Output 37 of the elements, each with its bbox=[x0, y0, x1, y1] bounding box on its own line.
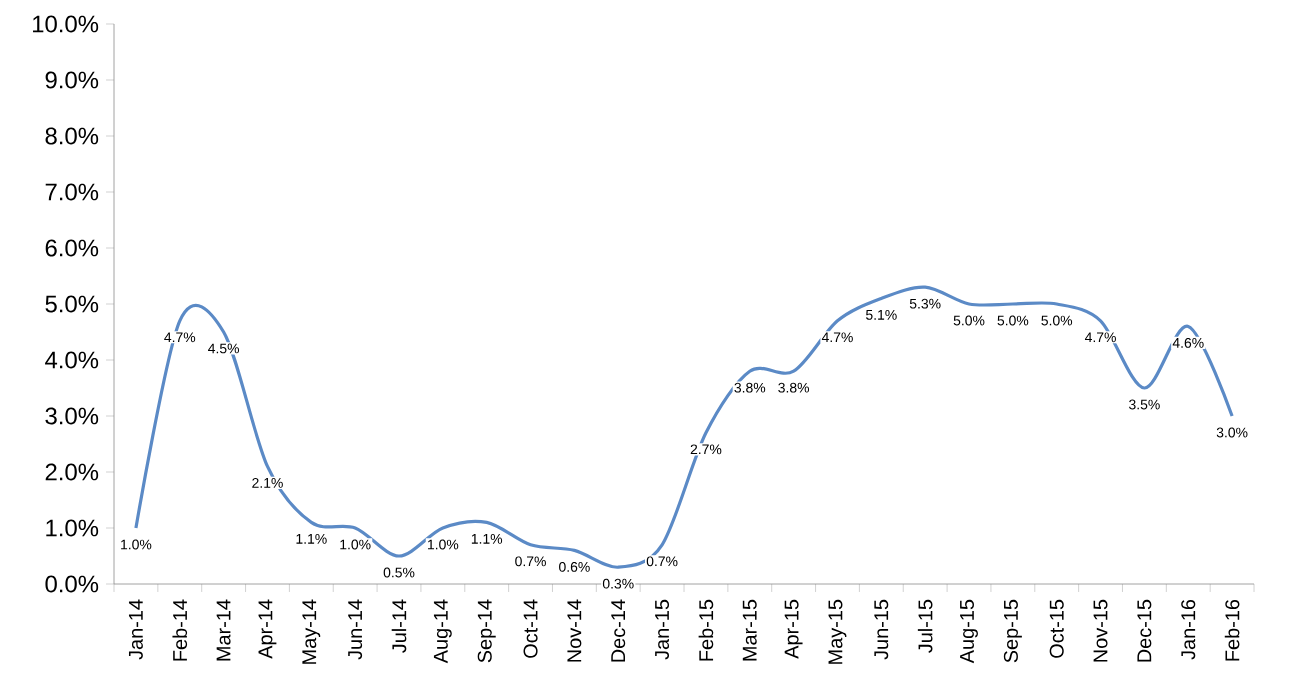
x-tick-label: Apr-15 bbox=[784, 599, 803, 659]
y-tick-label: 8.0% bbox=[45, 127, 99, 145]
y-tick-label: 5.0% bbox=[45, 295, 99, 313]
y-tick-label: 2.0% bbox=[45, 463, 99, 481]
x-tick-label: Feb-14 bbox=[172, 599, 188, 661]
y-tick-label: 3.0% bbox=[45, 407, 99, 425]
y-tick-label: 4.0% bbox=[45, 351, 99, 369]
x-tick-label: Feb-16 bbox=[1224, 599, 1240, 661]
x-tick-label: Oct-14 bbox=[523, 599, 538, 658]
x-tick-label: Jun-15 bbox=[874, 599, 889, 660]
x-tick-label: Jan-15 bbox=[655, 599, 670, 660]
x-tick-label: Aug-15 bbox=[960, 599, 978, 664]
x-tick-label: Jan-16 bbox=[1181, 599, 1196, 660]
y-tick-label: 9.0% bbox=[45, 71, 99, 89]
y-tick-label: 6.0% bbox=[45, 239, 99, 257]
y-tick-label: 1.0% bbox=[46, 519, 99, 537]
x-tick-label: Apr-14 bbox=[258, 599, 277, 659]
x-tick-label: May-15 bbox=[828, 599, 847, 664]
x-tick-label: Dec-14 bbox=[611, 599, 626, 662]
x-tick-label: Mar-15 bbox=[742, 599, 757, 661]
x-tick-label: Mar-14 bbox=[216, 599, 231, 661]
x-tick-label: Jun-14 bbox=[348, 599, 363, 660]
x-tick-label: Sep-14 bbox=[477, 599, 496, 663]
y-tick-label: 0.0% bbox=[45, 575, 99, 593]
x-tick-label: Nov-14 bbox=[567, 599, 582, 662]
y-tick-label: 10.0% bbox=[33, 15, 99, 33]
y-tick-label: 7.0% bbox=[45, 183, 99, 201]
x-tick-label: Jul-15 bbox=[917, 599, 933, 653]
x-tick-label: Oct-15 bbox=[1049, 599, 1064, 658]
x-tick-label: Feb-15 bbox=[698, 599, 714, 661]
x-tick-label: Dec-15 bbox=[1137, 599, 1152, 662]
x-tick-label: Sep-15 bbox=[1003, 599, 1022, 663]
x-tick-label: Aug-14 bbox=[433, 599, 452, 664]
x-tick-label: May-14 bbox=[302, 599, 321, 664]
x-tick-label: Jul-14 bbox=[391, 599, 407, 653]
x-tick-label: Nov-15 bbox=[1093, 599, 1108, 662]
x-tick-label: Jan-14 bbox=[128, 599, 143, 660]
